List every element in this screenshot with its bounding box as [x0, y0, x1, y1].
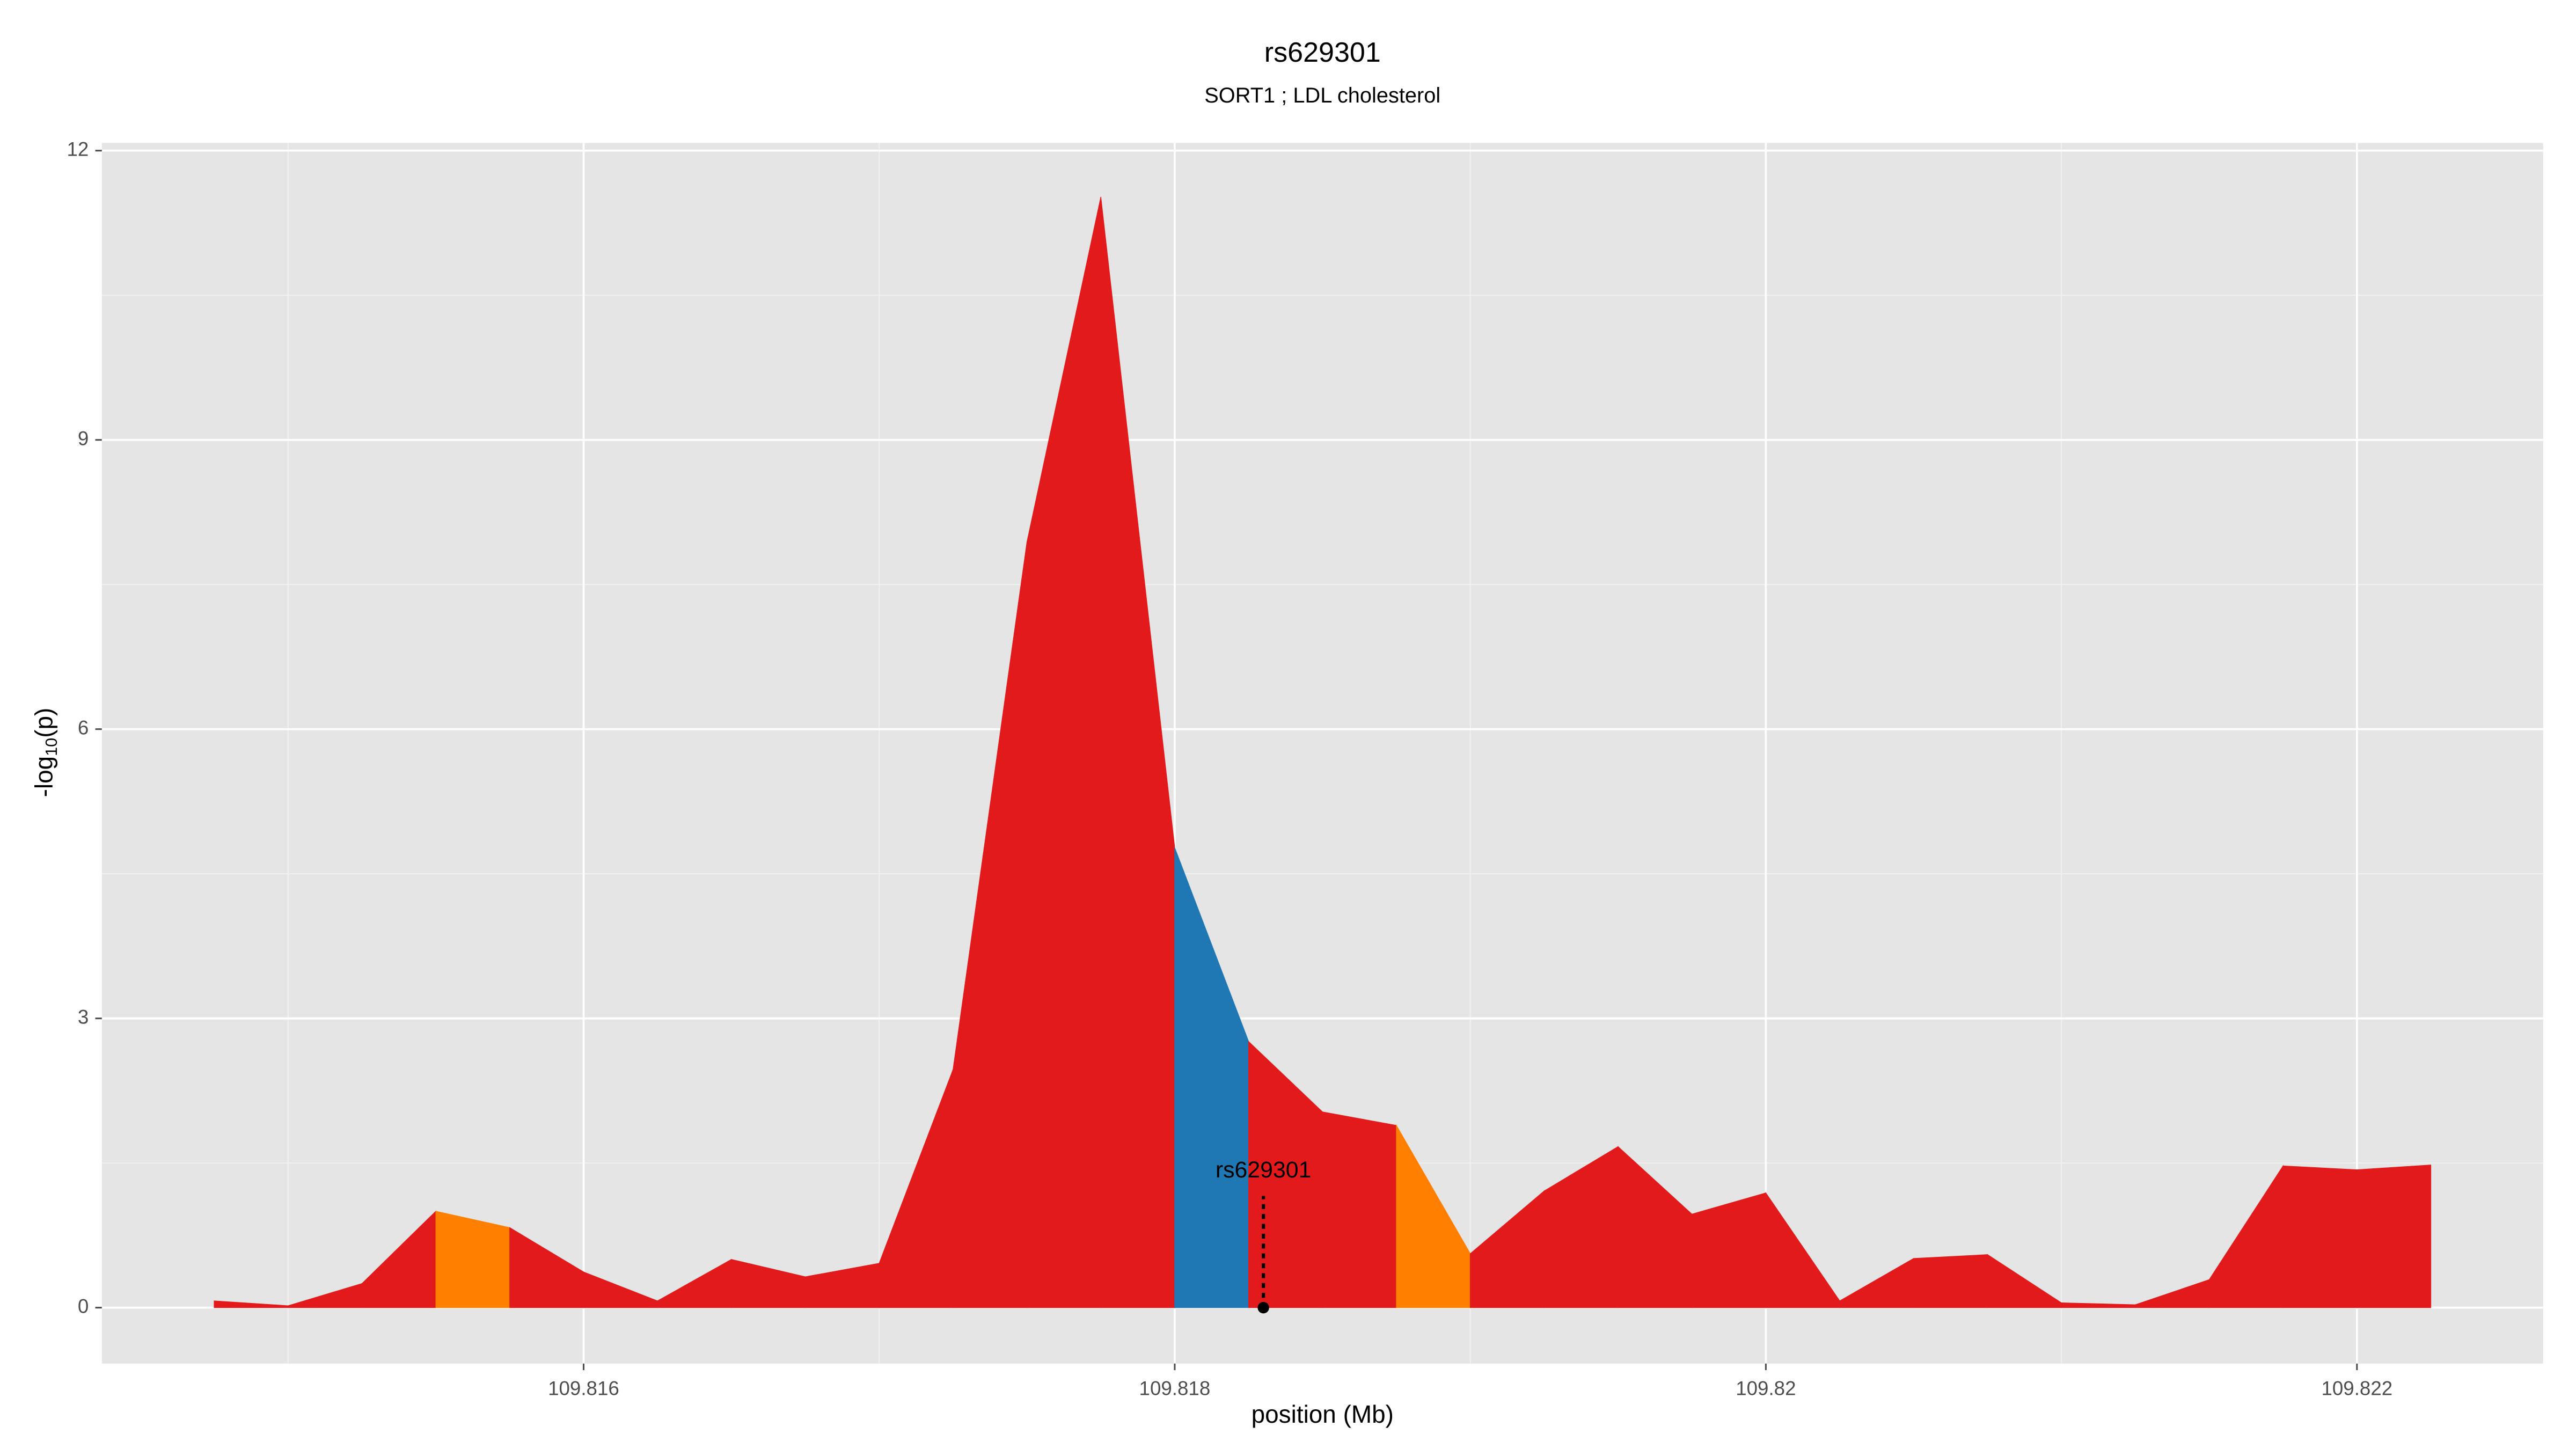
annotation-label: rs629301 — [1216, 1157, 1312, 1183]
chart-title: rs629301 — [1264, 37, 1381, 68]
y-label-subscript: 10 — [42, 738, 61, 756]
area-segment — [2357, 1165, 2432, 1308]
y-label-part: (p) — [30, 708, 58, 738]
x-tick-label: 109.816 — [548, 1377, 619, 1399]
x-tick-label: 109.818 — [1139, 1377, 1211, 1399]
y-label-part: -log — [30, 756, 58, 797]
x-tick-label: 109.822 — [2321, 1377, 2392, 1399]
y-tick-label: 3 — [78, 1006, 89, 1028]
y-axis-label: -log10(p) — [30, 708, 61, 797]
annotation-point — [1257, 1301, 1269, 1314]
y-tick-label: 9 — [78, 427, 89, 449]
area-segment — [435, 1211, 510, 1308]
x-axis-label: position (Mb) — [1252, 1400, 1394, 1428]
area-segment — [1322, 1111, 1397, 1308]
y-tick-label: 12 — [67, 138, 89, 160]
y-tick-label: 6 — [78, 716, 89, 738]
chart-subtitle: SORT1 ; LDL cholesterol — [1204, 84, 1440, 107]
area-segment — [2282, 1165, 2358, 1308]
x-tick-label: 109.82 — [1736, 1377, 1796, 1399]
area-segment — [1913, 1254, 1988, 1308]
y-tick-label: 0 — [78, 1295, 89, 1317]
